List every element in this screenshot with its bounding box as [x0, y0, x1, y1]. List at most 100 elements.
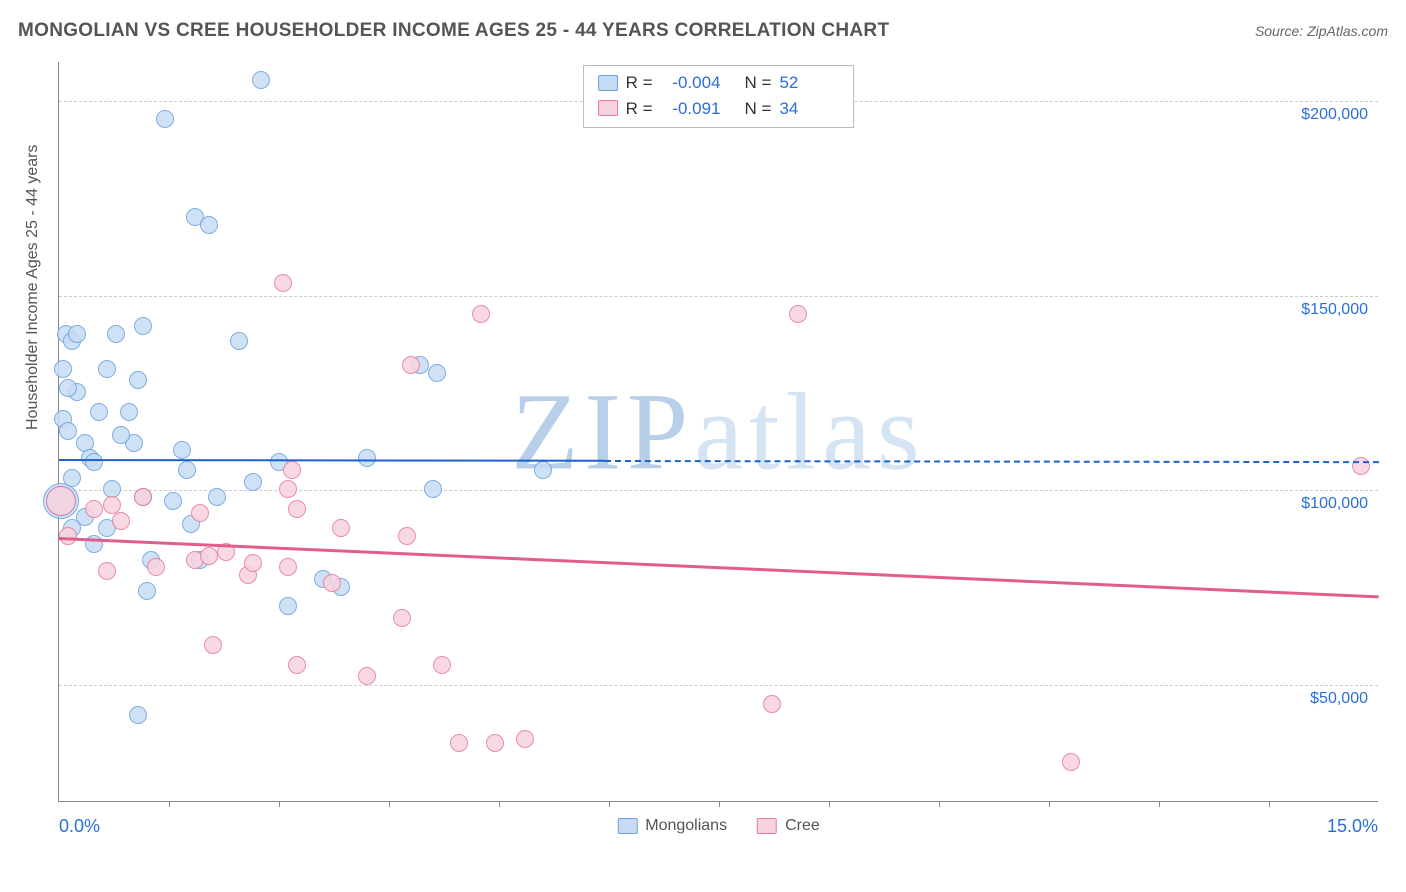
watermark: ZIPatlas	[511, 368, 926, 495]
data-point-mongolians	[534, 461, 552, 479]
legend-item: Mongolians	[617, 817, 727, 835]
data-point-mongolians	[134, 317, 152, 335]
plot-area: ZIPatlas R =-0.004N =52R =-0.091N =34 Mo…	[58, 62, 1378, 802]
data-point-cree	[1062, 753, 1080, 771]
legend-label: Mongolians	[645, 817, 727, 835]
legend-swatch	[757, 818, 777, 834]
r-label: R =	[626, 70, 653, 96]
x-tick	[1159, 801, 1160, 807]
legend-label: Cree	[785, 817, 820, 835]
data-point-mongolians	[208, 488, 226, 506]
data-point-mongolians	[63, 469, 81, 487]
data-point-cree	[191, 504, 209, 522]
data-point-mongolians	[173, 441, 191, 459]
data-point-cree	[112, 512, 130, 530]
data-point-cree	[323, 574, 341, 592]
data-point-mongolians	[178, 461, 196, 479]
data-point-mongolians	[59, 422, 77, 440]
x-tick	[719, 801, 720, 807]
x-tick	[1269, 801, 1270, 807]
data-point-cree	[274, 274, 292, 292]
data-point-mongolians	[164, 492, 182, 510]
data-point-cree	[398, 527, 416, 545]
stats-row: R = -0.091 N = 34	[598, 96, 840, 122]
y-axis-title: Householder Income Ages 25 - 44 years	[24, 145, 42, 431]
trend-line-mongolians	[59, 459, 605, 462]
x-tick	[609, 801, 610, 807]
y-tick-label: $150,000	[1301, 301, 1368, 319]
data-point-mongolians	[279, 597, 297, 615]
r-value: -0.004	[661, 70, 721, 96]
data-point-cree	[279, 480, 297, 498]
n-label: N =	[745, 96, 772, 122]
data-point-cree	[134, 488, 152, 506]
r-label: R =	[626, 96, 653, 122]
x-tick	[499, 801, 500, 807]
legend-item: Cree	[757, 817, 820, 835]
data-point-mongolians	[120, 403, 138, 421]
data-point-mongolians	[112, 426, 130, 444]
stats-row: R =-0.004N =52	[598, 70, 840, 96]
data-point-cree	[46, 486, 76, 516]
x-tick	[389, 801, 390, 807]
data-point-cree	[393, 609, 411, 627]
source-prefix: Source:	[1255, 23, 1307, 39]
data-point-mongolians	[138, 582, 156, 600]
data-point-cree	[204, 636, 222, 654]
legend-swatch	[598, 100, 618, 116]
data-point-cree	[763, 695, 781, 713]
data-point-cree	[789, 305, 807, 323]
data-point-cree	[450, 734, 468, 752]
data-point-mongolians	[98, 360, 116, 378]
data-point-cree	[85, 500, 103, 518]
data-point-mongolians	[358, 449, 376, 467]
chart-title: MONGOLIAN VS CREE HOUSEHOLDER INCOME AGE…	[18, 20, 889, 42]
x-tick	[829, 801, 830, 807]
data-point-mongolians	[156, 110, 174, 128]
x-tick	[279, 801, 280, 807]
data-point-cree	[402, 356, 420, 374]
data-point-mongolians	[244, 473, 262, 491]
data-point-cree	[244, 554, 262, 572]
data-point-mongolians	[59, 379, 77, 397]
data-point-cree	[516, 730, 534, 748]
source-label: Source: ZipAtlas.com	[1255, 23, 1388, 39]
data-point-cree	[486, 734, 504, 752]
data-point-mongolians	[252, 71, 270, 89]
trend-line-dashed-mongolians	[605, 460, 1379, 463]
n-label: N =	[745, 70, 772, 96]
data-point-mongolians	[200, 216, 218, 234]
x-tick	[1049, 801, 1050, 807]
data-point-cree	[288, 500, 306, 518]
y-tick-label: $50,000	[1310, 690, 1368, 708]
stats-legend-box: R =-0.004N =52R =-0.091N =34	[583, 65, 855, 128]
y-tick-label: $200,000	[1301, 106, 1368, 124]
gridline	[59, 685, 1378, 686]
data-point-cree	[1352, 457, 1370, 475]
y-tick-label: $100,000	[1301, 495, 1368, 513]
data-point-cree	[283, 461, 301, 479]
data-point-cree	[433, 656, 451, 674]
data-point-cree	[358, 667, 376, 685]
source-name: ZipAtlas.com	[1307, 23, 1388, 39]
data-point-mongolians	[428, 364, 446, 382]
r-value: -0.091	[661, 96, 721, 122]
x-tick	[939, 801, 940, 807]
data-point-cree	[147, 558, 165, 576]
data-point-mongolians	[85, 453, 103, 471]
legend-swatch	[598, 75, 618, 91]
data-point-mongolians	[54, 360, 72, 378]
data-point-mongolians	[68, 325, 86, 343]
legend-swatch	[617, 818, 637, 834]
data-point-mongolians	[230, 332, 248, 350]
data-point-cree	[279, 558, 297, 576]
data-point-cree	[288, 656, 306, 674]
data-point-mongolians	[129, 371, 147, 389]
n-value: 34	[779, 96, 839, 122]
gridline	[59, 296, 1378, 297]
x-axis-min-label: 0.0%	[59, 816, 100, 837]
data-point-mongolians	[129, 706, 147, 724]
x-tick	[169, 801, 170, 807]
gridline	[59, 490, 1378, 491]
x-axis-max-label: 15.0%	[1327, 816, 1378, 837]
